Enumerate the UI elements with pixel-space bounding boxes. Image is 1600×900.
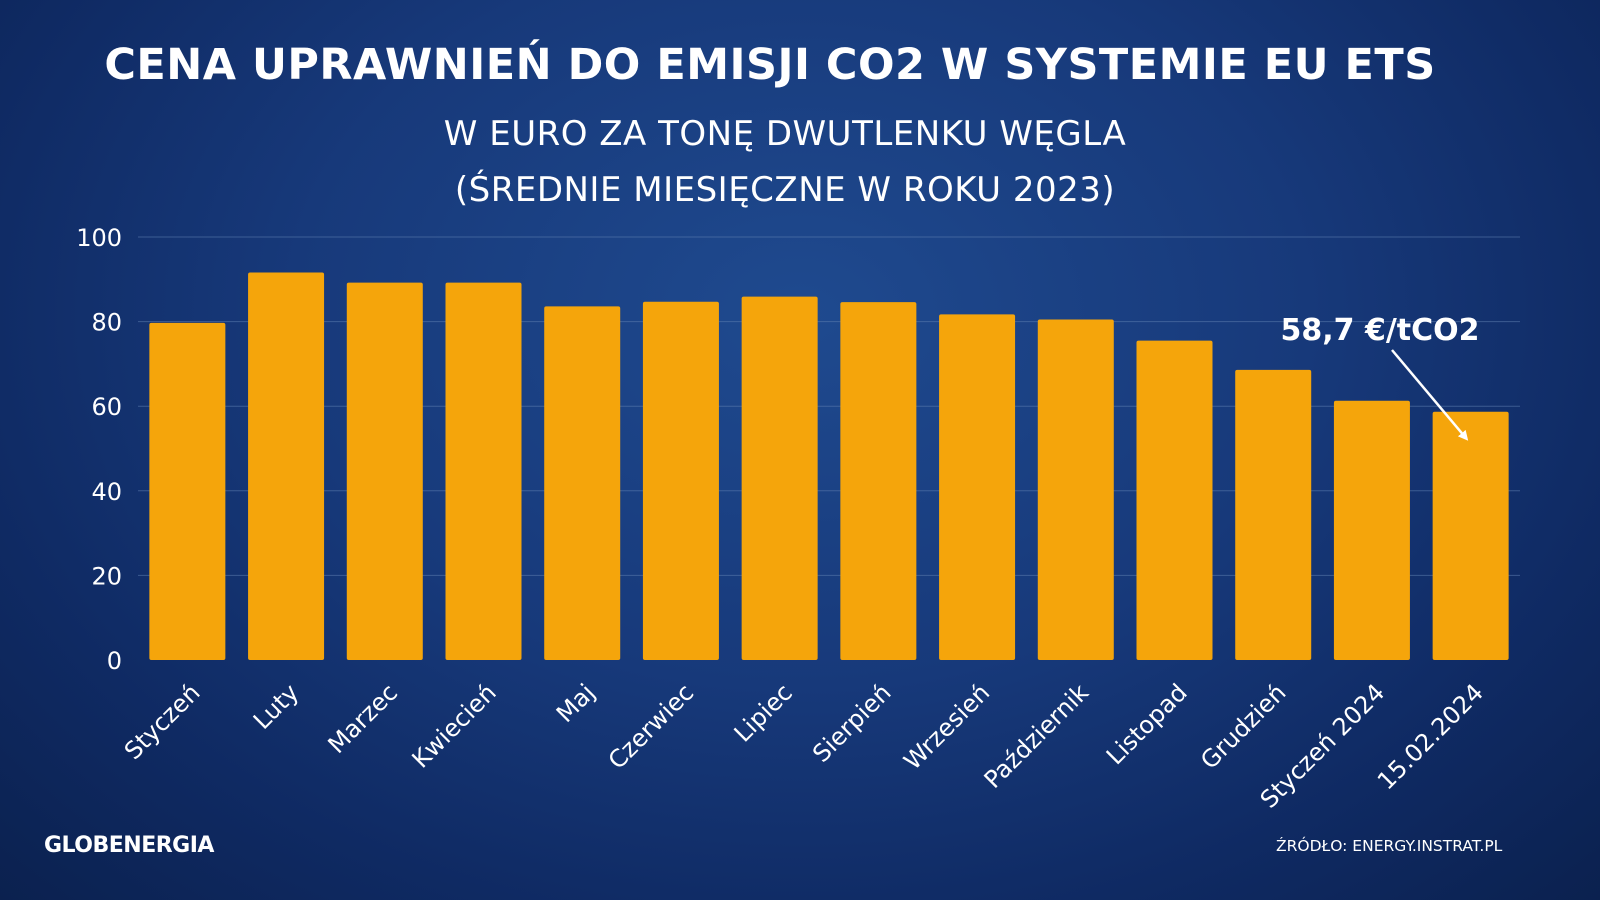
x-tick-label-9: Październik bbox=[979, 678, 1094, 793]
x-tick-label-11: Grudzień bbox=[1195, 678, 1291, 774]
x-tick-label-8: Wrzesień bbox=[898, 678, 995, 775]
x-tick-label-0: Styczeń bbox=[119, 678, 206, 765]
bar-6 bbox=[741, 296, 818, 660]
x-tick-label-2: Marzec bbox=[323, 678, 403, 758]
bars bbox=[149, 272, 1509, 660]
chart-title: CENA UPRAWNIEŃ DO EMISJI CO2 W SYSTEMIE … bbox=[104, 40, 1436, 90]
y-axis-ticks: 0 20 40 60 80 100 bbox=[76, 224, 122, 675]
bar-2 bbox=[346, 282, 423, 660]
x-tick-label-4: Maj bbox=[551, 678, 601, 728]
y-tick-label-60: 60 bbox=[91, 393, 122, 421]
bar-0 bbox=[149, 322, 226, 660]
gridlines bbox=[138, 236, 1520, 576]
annotation-arrow bbox=[1391, 349, 1469, 441]
y-tick-label-0: 0 bbox=[107, 647, 122, 675]
bar-12 bbox=[1333, 400, 1410, 660]
chart-subtitle-line-1: W EURO ZA TONĘ DWUTLENKU WĘGLA bbox=[443, 114, 1127, 154]
y-tick-label-80: 80 bbox=[91, 309, 122, 337]
x-tick-label-7: Sierpień bbox=[807, 678, 896, 767]
bar-4 bbox=[544, 306, 621, 660]
bar-1 bbox=[248, 272, 325, 660]
bar-13 bbox=[1432, 411, 1509, 660]
bar-8 bbox=[939, 314, 1016, 660]
x-tick-label-3: Kwiecień bbox=[407, 678, 502, 773]
bar-7 bbox=[840, 302, 917, 660]
x-axis-ticks: Styczeń Luty Marzec Kwiecień Maj Czerwiec Lipi… bbox=[119, 678, 1489, 813]
x-tick-label-1: Luty bbox=[248, 678, 304, 734]
source-note: ŹRÓDŁO: ENERGY.INSTRAT.PL bbox=[1276, 837, 1503, 855]
bar-11 bbox=[1235, 369, 1312, 660]
bar-3 bbox=[445, 282, 522, 660]
annotation-label: 58,7 €/tCO2 bbox=[1280, 313, 1479, 348]
x-tick-label-5: Czerwiec bbox=[603, 678, 699, 774]
bar-9 bbox=[1037, 319, 1114, 660]
y-tick-label-40: 40 bbox=[91, 478, 122, 506]
bar-5 bbox=[642, 301, 719, 660]
x-tick-label-6: Lipiec bbox=[729, 678, 798, 747]
globenergia-logo: GLOBENERGIA bbox=[44, 833, 214, 858]
bar-10 bbox=[1136, 340, 1213, 660]
y-tick-label-20: 20 bbox=[91, 562, 122, 590]
x-tick-label-13: 15.02.2024 bbox=[1372, 678, 1489, 795]
annotation: 58,7 €/tCO2 bbox=[1280, 313, 1480, 441]
x-tick-label-10: Listopad bbox=[1101, 678, 1193, 770]
y-tick-label-100: 100 bbox=[76, 224, 122, 252]
chart-subtitle-line-2: (ŚREDNIE MIESIĘCZNE W ROKU 2023) bbox=[454, 170, 1116, 210]
